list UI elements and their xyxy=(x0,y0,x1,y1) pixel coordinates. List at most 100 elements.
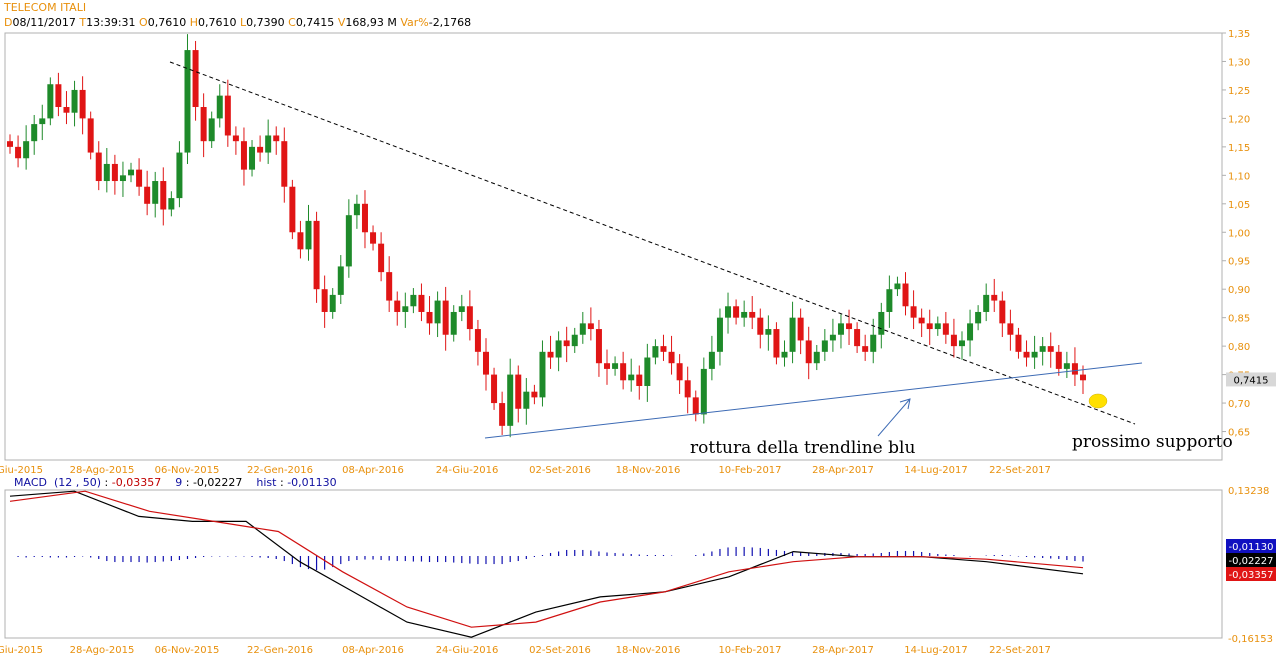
hist-value: -0,01130 xyxy=(287,476,337,489)
candle-body xyxy=(337,266,344,295)
macd-x-tick-label: 02-Set-2016 xyxy=(529,645,591,656)
candle-body xyxy=(741,311,748,318)
candle-body xyxy=(39,118,46,125)
candle-body xyxy=(111,163,118,182)
candle-body xyxy=(168,198,175,210)
candle-body xyxy=(152,181,159,204)
candle-body xyxy=(684,380,691,398)
macd-x-tick-label: 28-Apr-2017 xyxy=(812,645,874,656)
candle-body xyxy=(773,329,780,358)
date-label: D xyxy=(4,16,13,29)
close-label: C xyxy=(288,16,296,29)
candle-body xyxy=(587,323,594,330)
candle-body xyxy=(636,374,643,386)
candle-body xyxy=(55,84,62,108)
hist-label: hist xyxy=(256,476,277,489)
candle-body xyxy=(1031,351,1038,358)
low-label: L xyxy=(239,16,247,29)
price-x-tick-label: 28-Ago-2015 xyxy=(70,465,135,476)
candle-body xyxy=(515,374,522,409)
macd-panel-frame xyxy=(4,489,1223,639)
price-y-tick-label: 0,95 xyxy=(1228,257,1250,268)
price-y-tick-label: 1,25 xyxy=(1228,86,1250,97)
candle-body xyxy=(676,363,683,381)
candle-body xyxy=(612,363,619,369)
open-value: 0,7610 xyxy=(147,16,187,29)
candle-body xyxy=(547,351,554,358)
price-y-tick-label: 1,30 xyxy=(1228,57,1250,68)
macd-x-tick-label: 22-Gen-2016 xyxy=(247,645,313,656)
candle-body xyxy=(15,146,22,159)
candle-body xyxy=(668,351,675,364)
candle-body xyxy=(507,374,514,426)
candle-body xyxy=(499,403,506,426)
quote-bar: D08/11/2017 T13:39:31 O0,7610 H0,7610 L0… xyxy=(4,16,471,29)
candle-body xyxy=(813,351,820,364)
candle-body xyxy=(160,181,167,210)
high-label: H xyxy=(189,16,198,29)
price-x-tick-label: 10-Feb-2017 xyxy=(718,465,781,476)
candle-body xyxy=(378,243,385,273)
candle-body xyxy=(394,300,401,312)
candle-body xyxy=(361,203,368,233)
candle-body xyxy=(725,306,732,318)
macd-line xyxy=(9,490,1084,638)
candle-body xyxy=(1047,346,1054,352)
candle-body xyxy=(950,334,957,347)
price-y-tick-label: 0,90 xyxy=(1228,285,1250,296)
macd-value: -0,03357 xyxy=(111,476,162,489)
price-y-tick-label: 0,65 xyxy=(1228,428,1250,439)
price-y-tick-label: 0,85 xyxy=(1228,314,1250,325)
candle-body xyxy=(837,323,844,335)
annotation-arrowhead xyxy=(899,398,911,410)
candle-body xyxy=(273,135,280,142)
var-label: Var% xyxy=(400,16,429,29)
macd-value-box xyxy=(1226,553,1276,567)
candle-body xyxy=(870,334,877,352)
candle-body xyxy=(103,163,110,182)
macd-x-tick-label: 22-Set-2017 xyxy=(989,645,1051,656)
close-value: 0,7415 xyxy=(295,16,335,29)
candle-body xyxy=(265,135,272,153)
candle-body xyxy=(692,397,699,415)
candle-body xyxy=(95,152,102,182)
candle-body xyxy=(23,141,30,159)
candle-body xyxy=(878,311,885,335)
candle-body xyxy=(249,146,256,170)
candle-body xyxy=(805,340,812,364)
candle-body xyxy=(894,283,901,290)
candle-body xyxy=(846,323,853,330)
candle-body xyxy=(579,323,586,335)
candle-body xyxy=(733,306,740,318)
signal-value: -0,02227 xyxy=(192,476,243,489)
candle-body xyxy=(555,340,562,358)
candle-body xyxy=(47,84,54,119)
candle-body xyxy=(660,346,667,352)
candle-body xyxy=(531,391,538,398)
macd-x-tick-label: Giu-2015 xyxy=(0,645,43,656)
candle-body xyxy=(1015,334,1022,352)
macd-x-tick-label: 14-Lug-2017 xyxy=(904,645,967,656)
candle-body xyxy=(289,186,296,233)
candle-body xyxy=(313,220,320,290)
candle-body xyxy=(418,294,425,312)
candle-body xyxy=(79,89,86,119)
macd-x-tick-label: 18-Nov-2016 xyxy=(616,645,681,656)
candle-body xyxy=(426,311,433,324)
annotation-arrow xyxy=(877,398,911,437)
candle-body xyxy=(466,306,473,330)
candle-body xyxy=(329,294,336,312)
macd-params: (12 , 50) xyxy=(53,476,102,489)
candle-body xyxy=(31,124,38,142)
candle-body xyxy=(829,334,836,341)
macd-x-tick-label: 24-Giu-2016 xyxy=(436,645,499,656)
macd-x-tick-label: 08-Apr-2016 xyxy=(342,645,404,656)
candle-body xyxy=(958,340,965,347)
macd-value-box xyxy=(1226,567,1276,581)
annotation-next-support: prossimo supporto xyxy=(1072,432,1233,452)
candle-body xyxy=(1063,363,1070,369)
candle-body xyxy=(345,215,352,267)
candle-body xyxy=(200,107,207,142)
price-y-tick-label: 1,20 xyxy=(1228,114,1250,125)
